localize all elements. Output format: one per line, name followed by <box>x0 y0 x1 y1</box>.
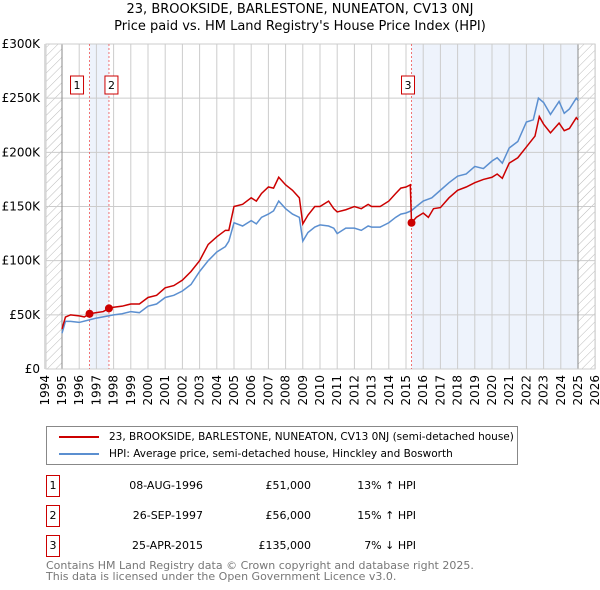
x-tick-label: 2003 <box>193 375 207 406</box>
footer-line: Contains HM Land Registry data © Crown c… <box>46 559 474 572</box>
sale-price: £51,000 <box>265 479 312 492</box>
x-tick-label: 1996 <box>72 375 86 406</box>
x-tick-label: 2000 <box>141 375 155 406</box>
x-tick-label: 2012 <box>347 375 361 406</box>
sale-marker-label: 1 <box>46 475 60 497</box>
x-tick-label: 1997 <box>89 375 103 406</box>
x-tick-label: 2010 <box>313 375 327 406</box>
sale-date: 08-AUG-1996 <box>129 479 203 492</box>
x-tick-label: 2006 <box>244 375 258 406</box>
sale-marker-box <box>70 75 85 95</box>
x-tick-label: 2020 <box>485 375 499 406</box>
legend-label-hpi: HPI: Average price, semi-detached house,… <box>109 448 453 460</box>
x-tick-label: 2011 <box>330 375 344 406</box>
y-tick-label: £100K <box>2 254 42 268</box>
y-tick-label: £200K <box>2 145 42 159</box>
chart-title: 23, BROOKSIDE, BARLESTONE, NUNEATON, CV1… <box>126 2 474 17</box>
legend-swatch-property <box>59 436 99 438</box>
hpi-line <box>61 96 579 334</box>
sale-row: 3 25-APR-2015 £135,000 7% ↓ HPI <box>46 535 446 557</box>
y-tick-label: £50K <box>9 308 41 322</box>
x-tick-label: 2023 <box>537 375 551 406</box>
x-tick-label: 2024 <box>554 375 568 406</box>
x-tick-label: 2002 <box>175 375 189 406</box>
y-tick-label: £150K <box>2 200 42 214</box>
x-tick-label: 2007 <box>261 375 275 406</box>
legend-label-property: 23, BROOKSIDE, BARLESTONE, NUNEATON, CV1… <box>109 431 514 443</box>
sale-date: 25-APR-2015 <box>131 539 203 552</box>
sale-price: £135,000 <box>258 539 312 552</box>
x-tick-label: 2022 <box>519 375 533 406</box>
y-tick-label: £250K <box>2 91 42 105</box>
sale-marker-box <box>401 75 416 95</box>
x-tick-label: 2015 <box>399 375 413 406</box>
sale-price: £56,000 <box>265 509 312 522</box>
sale-row: 2 26-SEP-1997 £56,000 15% ↑ HPI <box>46 505 446 527</box>
x-tick-label: 2008 <box>279 375 293 406</box>
chart-subtitle: Price paid vs. HM Land Registry's House … <box>114 19 486 34</box>
x-tick-label: 2013 <box>365 375 379 406</box>
sale-hpi-diff: 15% ↑ HPI <box>357 509 416 522</box>
x-tick-label: 2004 <box>210 375 224 406</box>
sale-row: 1 08-AUG-1996 £51,000 13% ↑ HPI <box>46 475 446 497</box>
x-tick-label: 1999 <box>124 375 138 406</box>
legend: 23, BROOKSIDE, BARLESTONE, NUNEATON, CV1… <box>46 426 518 465</box>
x-tick-label: 2005 <box>227 375 241 406</box>
sale-point <box>85 309 94 318</box>
footer-line: This data is licensed under the Open Gov… <box>46 570 397 583</box>
y-tick-label: £300K <box>2 37 42 51</box>
sale-point <box>407 218 416 227</box>
sale-marker-number: 1 <box>74 79 81 92</box>
x-tick-label: 2014 <box>382 375 396 406</box>
property-price-line <box>61 114 579 330</box>
sale-marker-label: 2 <box>46 505 60 527</box>
x-tick-label: 2018 <box>451 375 465 406</box>
sale-hpi-diff: 7% ↓ HPI <box>364 539 416 552</box>
x-tick-label: 2019 <box>468 375 482 406</box>
x-tick-label: 2025 <box>571 375 585 406</box>
sale-date: 26-SEP-1997 <box>132 509 203 522</box>
x-tick-label: 1994 <box>38 375 52 406</box>
x-tick-label: 2026 <box>588 375 600 406</box>
x-tick-label: 2021 <box>502 375 516 406</box>
sale-hpi-diff: 13% ↑ HPI <box>357 479 416 492</box>
x-tick-label: 2017 <box>433 375 447 406</box>
sale-marker-number: 2 <box>108 79 115 92</box>
sale-marker-box <box>104 75 119 95</box>
x-tick-label: 1998 <box>107 375 121 406</box>
y-tick-label: £0 <box>25 362 40 376</box>
plot-border <box>45 43 596 370</box>
sale-point <box>104 304 113 313</box>
legend-swatch-hpi <box>59 453 99 455</box>
footer-attribution: Contains HM Land Registry data © Crown c… <box>46 560 474 582</box>
x-tick-label: 2001 <box>158 375 172 406</box>
x-tick-label: 2009 <box>296 375 310 406</box>
sale-marker-label: 3 <box>46 535 60 557</box>
sale-marker-number: 3 <box>405 79 412 92</box>
x-tick-label: 2016 <box>416 375 430 406</box>
x-tick-label: 1995 <box>55 375 69 406</box>
